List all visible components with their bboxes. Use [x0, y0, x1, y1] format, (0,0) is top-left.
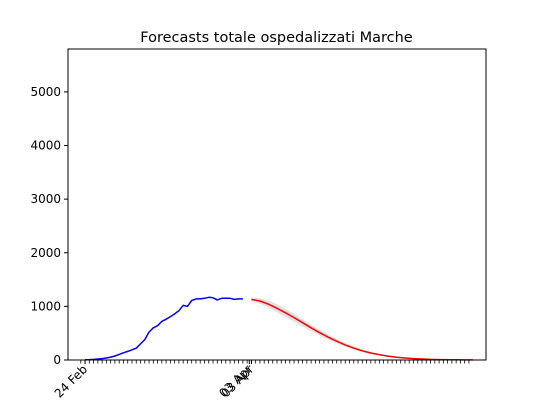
y-axis: 0 1000 2000 3000 4000 5000 — [30, 85, 68, 367]
y-tick-label: 5000 — [30, 85, 61, 99]
observed-series-line — [85, 296, 243, 361]
y-tick-label: 2000 — [30, 246, 61, 260]
y-tick-label: 4000 — [30, 139, 61, 153]
confidence-band — [251, 297, 474, 360]
confidence-band-layer — [251, 297, 474, 360]
y-tick-label: 3000 — [30, 192, 61, 206]
plot-frame — [67, 48, 487, 361]
y-tick-label: 1000 — [30, 299, 61, 313]
chart-title: Forecasts totale ospedalizzati Marche — [140, 30, 413, 46]
y-tick-label: 0 — [53, 353, 61, 367]
x-tick-label: 24 Feb — [52, 362, 90, 400]
